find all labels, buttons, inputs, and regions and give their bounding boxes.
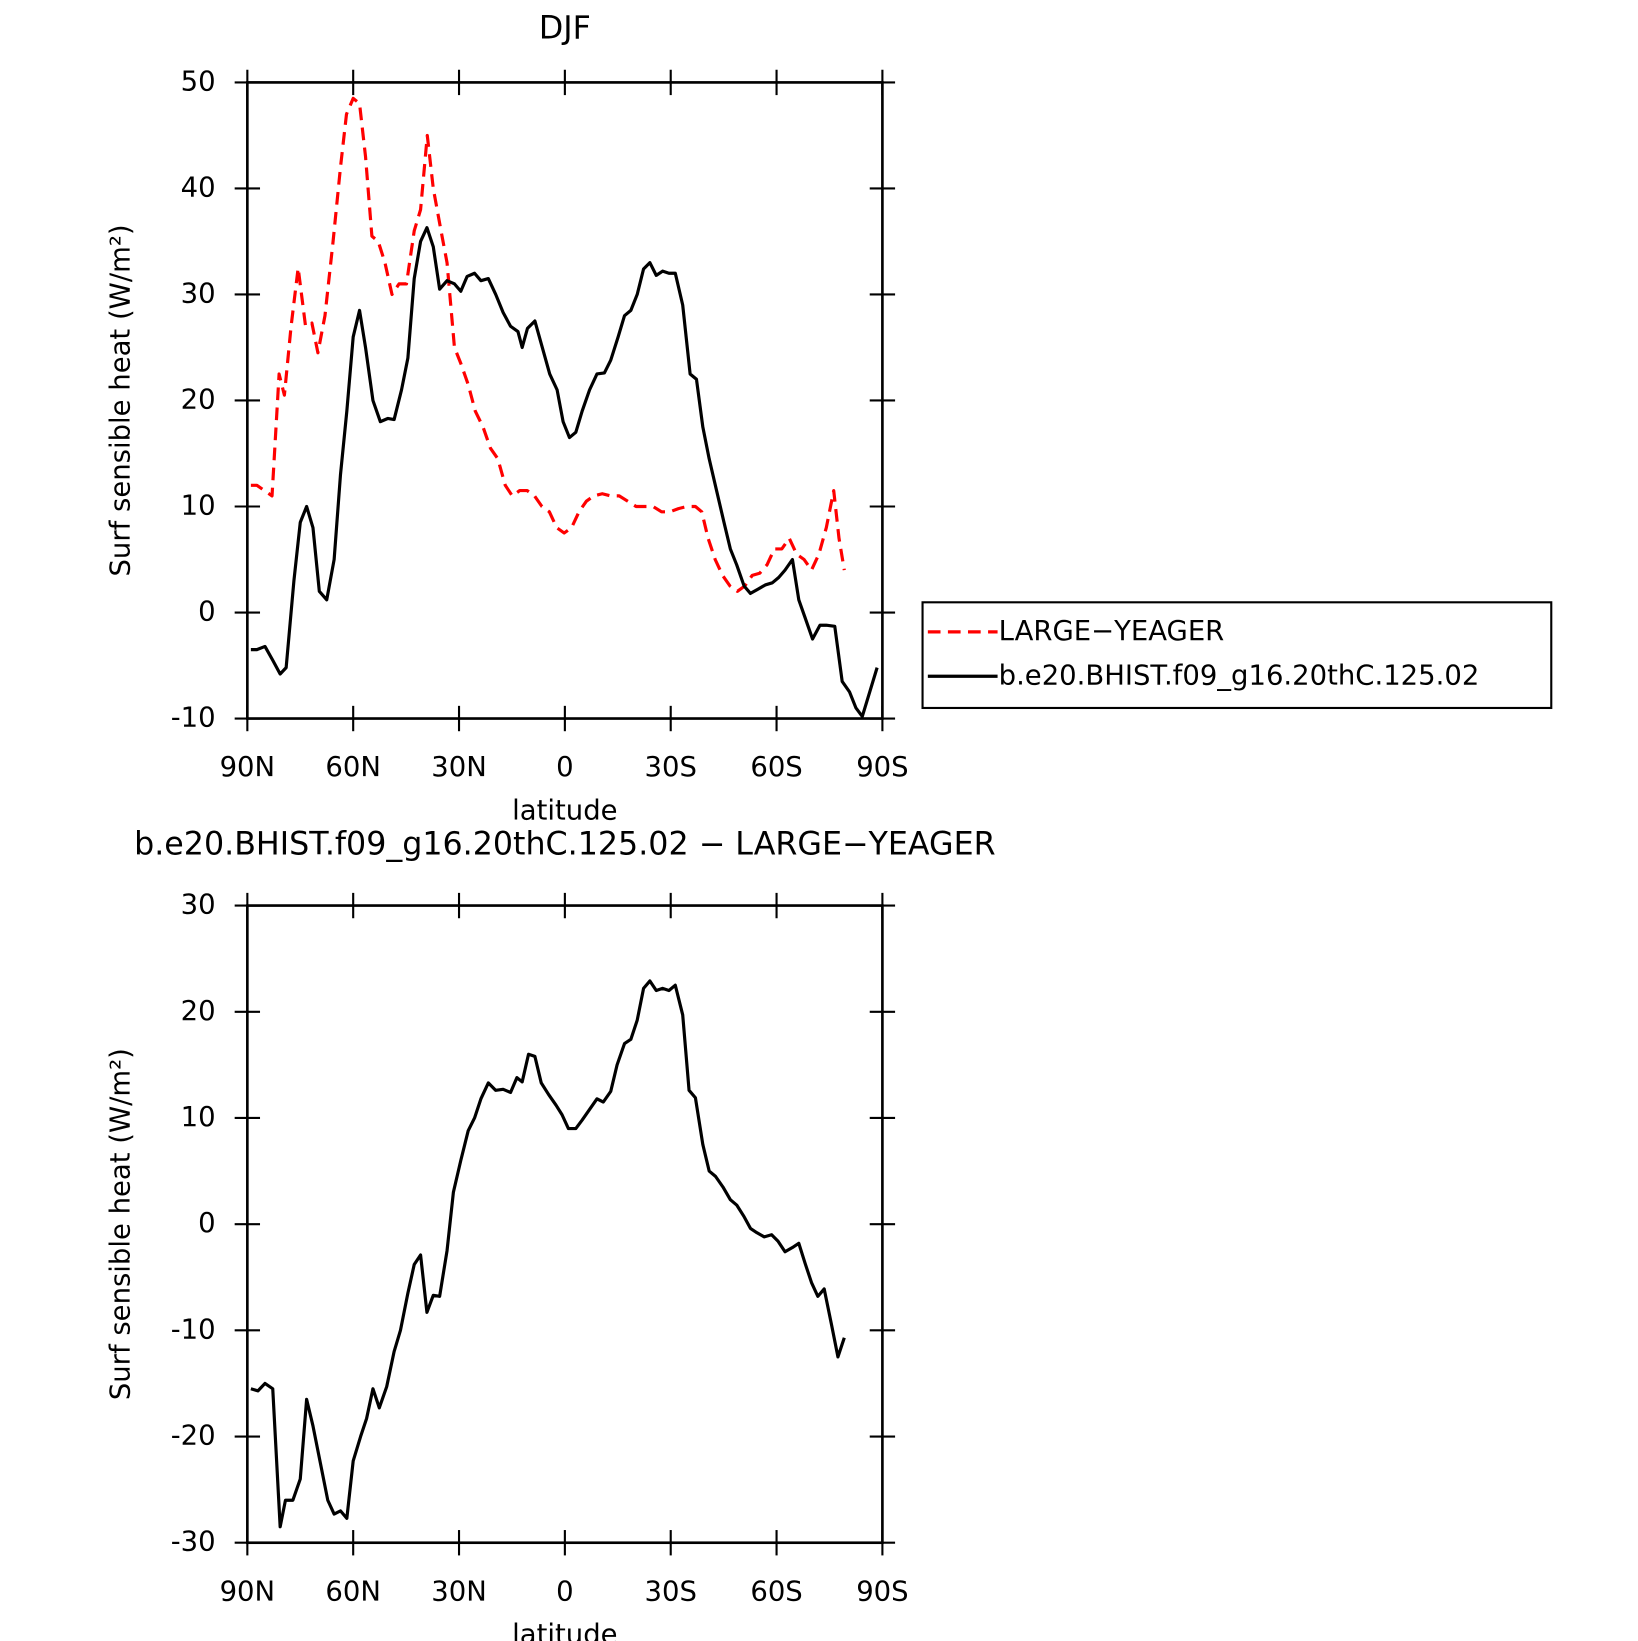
data-line [250, 226, 879, 718]
x-tick-label: 90N [220, 752, 276, 783]
y-axis-label: Surf sensible heat (W/m²) [106, 1048, 137, 1400]
y-tick-label: 20 [181, 996, 216, 1027]
data-line [250, 96, 846, 593]
x-tick-label: 30N [431, 752, 487, 783]
x-tick-label: 60N [325, 752, 381, 783]
x-tick-label: 0 [556, 1576, 573, 1607]
chart-title: b.e20.BHIST.f09_g16.20thC.125.02 − LARGE… [134, 826, 996, 862]
y-tick-label: 50 [181, 66, 216, 97]
legend-label: b.e20.BHIST.f09_g16.20thC.125.02 [999, 660, 1480, 691]
y-tick-label: -10 [171, 703, 216, 734]
y-tick-label: -20 [171, 1421, 216, 1452]
x-tick-label: 0 [556, 752, 573, 783]
y-tick-label: 40 [181, 172, 216, 203]
y-tick-label: 20 [181, 384, 216, 415]
x-tick-label: 60N [325, 1576, 381, 1607]
panel: b.e20.BHIST.f09_g16.20thC.125.02 − LARGE… [106, 826, 996, 1641]
x-tick-label: 60S [750, 1576, 802, 1607]
x-tick-label: 90S [856, 752, 908, 783]
y-tick-label: -10 [171, 1314, 216, 1345]
y-tick-label: 0 [198, 1208, 215, 1239]
y-tick-label: 10 [181, 1102, 216, 1133]
plot-frame [246, 81, 884, 720]
x-tick-label: 30S [645, 752, 697, 783]
legend: LARGE−YEAGER b.e20.BHIST.f09_g16.20thC.12… [921, 601, 1553, 710]
x-tick-label: 90S [856, 1576, 908, 1607]
y-tick-label: 0 [198, 597, 215, 628]
y-tick-label: 30 [181, 278, 216, 309]
y-axis-label: Surf sensible heat (W/m²) [106, 224, 137, 576]
chart-title: DJF [539, 11, 591, 47]
panel: DJF latitude Surf sensible heat (W/m²) -10 0… [106, 11, 1553, 827]
x-tick-label: 90N [220, 1576, 276, 1607]
x-tick-label: 60S [750, 752, 802, 783]
x-axis-label: latitude [512, 1620, 617, 1641]
x-tick-label: 30N [431, 1576, 487, 1607]
y-tick-label: 30 [181, 890, 216, 921]
x-axis-label: latitude [512, 796, 617, 827]
x-tick-label: 30S [645, 1576, 697, 1607]
legend-label: LARGE−YEAGER [999, 616, 1225, 647]
y-tick-label: -30 [171, 1527, 216, 1558]
plot-frame [246, 904, 884, 1545]
data-line [250, 979, 846, 1529]
legend-box [921, 601, 1553, 710]
y-tick-label: 10 [181, 490, 216, 521]
